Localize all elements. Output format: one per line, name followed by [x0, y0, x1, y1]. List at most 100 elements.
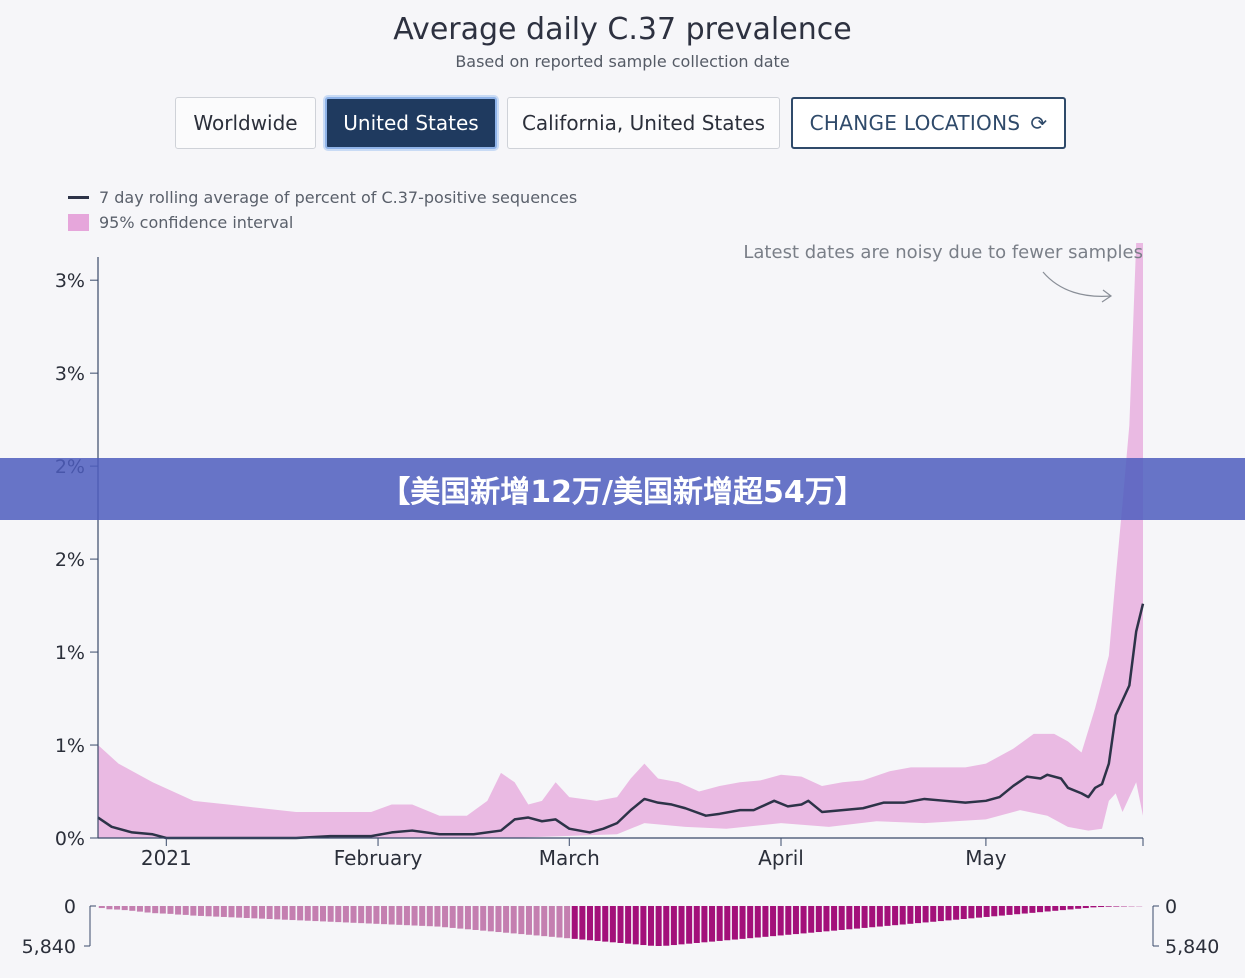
- sample-count-bar: [960, 906, 967, 920]
- change-locations-button[interactable]: CHANGE LOCATIONS ⟳: [791, 97, 1066, 149]
- sample-count-bar: [625, 906, 632, 944]
- sample-count-bar: [1006, 906, 1013, 915]
- y-tick-label: 3%: [55, 363, 85, 385]
- chart-title: Average daily C.37 prevalence: [393, 12, 852, 47]
- y-tick-label: 3%: [55, 270, 85, 292]
- sample-count-bar: [846, 906, 853, 930]
- sample-count-bar: [724, 906, 731, 941]
- x-tick-label: May: [965, 846, 1007, 870]
- sample-count-bar: [632, 906, 639, 945]
- sample-count-bar: [800, 906, 807, 934]
- sample-count-bar: [136, 906, 143, 912]
- sample-count-bar: [701, 906, 708, 943]
- sample-count-bar: [525, 906, 532, 935]
- y-tick-label: 1%: [55, 642, 85, 664]
- sample-count-bar: [823, 906, 830, 932]
- sample-count-bar: [327, 906, 334, 922]
- sample-count-bar: [281, 906, 288, 920]
- sample-count-bar: [686, 906, 693, 944]
- sample-count-bar: [777, 906, 784, 936]
- sample-count-bar: [266, 906, 273, 920]
- sample-count-bar: [762, 906, 769, 937]
- united-states-button[interactable]: United States: [325, 97, 497, 149]
- sample-count-bar: [998, 906, 1005, 916]
- legend-line-label: 7 day rolling average of percent of C.37…: [99, 188, 578, 207]
- line-swatch: [68, 196, 89, 199]
- sample-count-bar: [754, 906, 761, 938]
- annotation-arrowhead: [1101, 289, 1113, 303]
- sample-count-bar: [289, 906, 296, 921]
- confidence-band: [98, 243, 1143, 838]
- bars-left-label-top: 0: [64, 896, 76, 918]
- y-tick-label: 1%: [55, 735, 85, 757]
- sample-count-bar: [1021, 906, 1028, 914]
- sample-count-bar: [594, 906, 601, 941]
- sample-count-bar: [350, 906, 357, 923]
- sample-count-bar: [228, 906, 235, 918]
- sample-count-bar: [442, 906, 449, 928]
- sample-count-bar: [876, 906, 883, 927]
- sample-count-bar: [1113, 906, 1120, 907]
- bars-right-label-top: 0: [1165, 896, 1177, 918]
- sample-count-bar: [975, 906, 983, 918]
- y-tick-label: 0%: [55, 828, 85, 850]
- sample-count-bar: [197, 906, 204, 916]
- sample-count-bar: [869, 906, 876, 928]
- sample-count-bar: [1014, 906, 1021, 915]
- sample-count-bar: [930, 906, 937, 922]
- legend-band-label: 95% confidence interval: [99, 213, 294, 232]
- sample-count-bar: [396, 906, 403, 925]
- sample-count-bar: [373, 906, 380, 924]
- sample-count-bar: [144, 906, 151, 913]
- sample-count-bar: [907, 906, 914, 924]
- sample-count-bar: [983, 906, 990, 917]
- sample-count-bar: [602, 906, 609, 942]
- sample-count-bar: [655, 906, 662, 946]
- sample-count-bar: [464, 906, 471, 930]
- sample-count-bar: [953, 906, 960, 920]
- sample-count-bar: [1098, 906, 1105, 908]
- sample-count-bar: [518, 906, 525, 935]
- sample-count-bar: [792, 906, 799, 935]
- bars-left-label-bottom: 5,840: [22, 936, 76, 958]
- sample-count-bar: [1059, 906, 1066, 911]
- sample-count-bar: [190, 906, 197, 916]
- sample-count-bar: [731, 906, 738, 940]
- sample-count-bar: [236, 906, 243, 918]
- legend: 7 day rolling average of percent of C.37…: [68, 185, 577, 235]
- sample-count-bar: [1052, 906, 1059, 911]
- sample-count-bar: [434, 906, 441, 927]
- california-button[interactable]: California, United States: [507, 97, 780, 149]
- sample-count-bar: [98, 906, 105, 909]
- sample-count-bar: [342, 906, 349, 923]
- sample-count-bar: [175, 906, 182, 915]
- sample-count-bar: [243, 906, 250, 918]
- noise-annotation: Latest dates are noisy due to fewer samp…: [743, 242, 1143, 263]
- sample-count-bar: [510, 906, 517, 934]
- sample-count-bar: [205, 906, 212, 917]
- sample-count-bar: [182, 906, 189, 915]
- sample-count-bar: [358, 906, 365, 924]
- worldwide-button[interactable]: Worldwide: [175, 97, 316, 149]
- sample-count-bar: [739, 906, 746, 939]
- sample-count-bar: [647, 906, 655, 946]
- sample-count-bar: [152, 906, 159, 914]
- sample-count-bar: [449, 906, 456, 928]
- sample-count-bar: [304, 906, 311, 921]
- sample-count-bar: [579, 906, 586, 940]
- sample-count-bar: [220, 906, 227, 917]
- sample-count-bar: [1075, 906, 1082, 909]
- refresh-icon: ⟳: [1030, 111, 1048, 135]
- sample-count-bar: [121, 906, 128, 911]
- sample-count-bar: [167, 906, 174, 914]
- sample-count-bar: [609, 906, 616, 943]
- y-tick-label: 2%: [55, 549, 85, 571]
- x-tick-label: February: [334, 846, 423, 870]
- sample-count-bar: [586, 906, 594, 941]
- sample-count-bar: [815, 906, 822, 933]
- sample-count-bar: [487, 906, 494, 932]
- sample-count-bar: [914, 906, 921, 924]
- sample-count-bar: [320, 906, 327, 922]
- sample-count-bar: [403, 906, 410, 926]
